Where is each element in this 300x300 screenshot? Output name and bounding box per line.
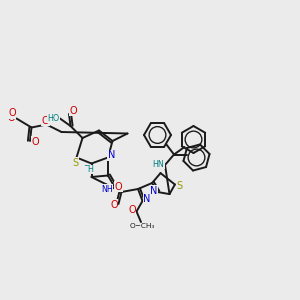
Text: N: N [143,194,151,205]
Text: NH: NH [101,185,113,194]
Text: S: S [176,181,182,191]
Text: S: S [73,158,79,168]
Text: O: O [8,108,16,118]
Text: O: O [42,116,50,126]
Text: O: O [128,205,136,215]
Text: O−CH₃: O−CH₃ [130,224,155,230]
Text: HO: HO [47,114,59,123]
Text: O: O [110,200,118,210]
Text: N: N [108,150,115,161]
Text: HN: HN [152,160,164,169]
Text: O: O [69,106,77,116]
Text: O: O [115,182,122,192]
Text: O: O [7,113,15,123]
Text: N: N [150,185,158,196]
Text: ̅H: ̅H [88,165,94,174]
Text: O: O [32,136,39,147]
